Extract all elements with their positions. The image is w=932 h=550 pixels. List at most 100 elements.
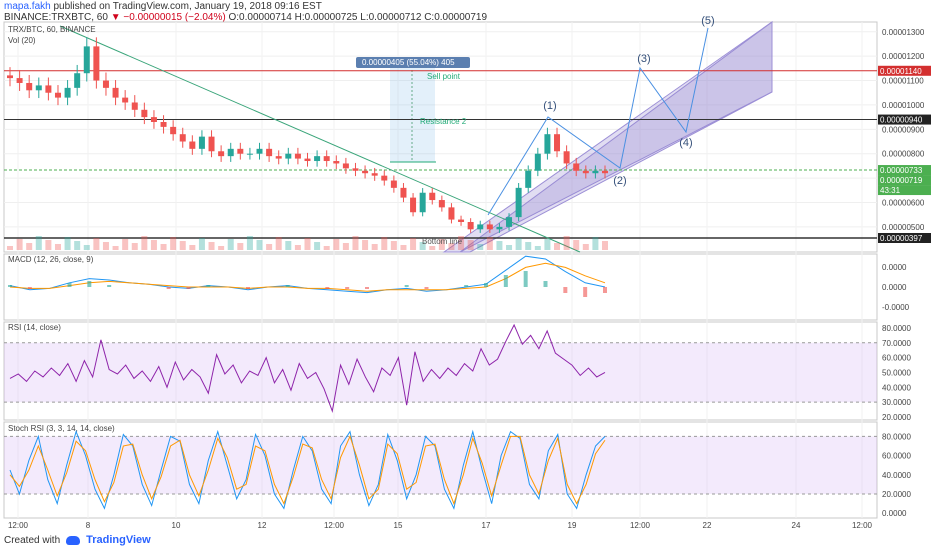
stoch-tick-label: 0.0000 — [882, 509, 907, 518]
candle-body — [74, 73, 81, 88]
candle-body — [150, 117, 157, 122]
volume-bar — [35, 236, 42, 250]
macd-histogram-bar — [345, 287, 350, 289]
volume-bar — [506, 245, 513, 250]
macd-histogram-bar — [8, 285, 12, 287]
candle-body — [602, 170, 608, 174]
price-tick-label: 0.00001200 — [882, 52, 925, 61]
volume-bar — [486, 237, 493, 250]
macd-histogram-bar — [365, 287, 369, 289]
candle-body — [410, 197, 417, 213]
volume-bar — [256, 240, 263, 250]
price-label-bg — [878, 233, 931, 243]
candle-body — [448, 207, 455, 220]
candle-body — [112, 87, 119, 98]
volume-bar — [7, 246, 13, 250]
volume-bar — [314, 242, 321, 250]
volume-bar — [323, 246, 330, 250]
candle-body — [477, 224, 484, 230]
candle-body — [45, 85, 52, 93]
candle-body — [390, 180, 397, 188]
tradingview-logo-icon — [66, 535, 81, 545]
volume-bar — [554, 243, 561, 250]
stoch-title: Stoch RSI (3, 3, 14, 14, close) — [8, 424, 115, 433]
macd-histogram-bar — [603, 287, 607, 293]
volume-bar — [496, 241, 503, 250]
macd-histogram-bar — [424, 287, 429, 289]
price-label: 0.00001140 — [880, 67, 922, 76]
volume-bar — [534, 246, 541, 250]
wave-label: (5) — [701, 15, 714, 27]
volume-bar — [592, 237, 599, 250]
macd-histogram-bar — [523, 271, 528, 287]
author-link[interactable]: mapa.fakh — [4, 1, 51, 12]
price-label-bg — [878, 65, 931, 76]
candle-body — [64, 87, 71, 98]
volume-bar — [525, 242, 532, 250]
candle-body — [314, 156, 321, 162]
candle-body — [266, 148, 273, 157]
price-tick-label: 0.00000800 — [882, 150, 925, 159]
candle-body — [525, 170, 532, 188]
volume-bar — [410, 238, 417, 250]
bottom-line-label: Bottom line — [422, 237, 463, 246]
macd-histogram-bar — [186, 287, 191, 289]
sell-point-label: Sell point — [427, 72, 461, 81]
candle-body — [294, 153, 301, 159]
volume-bar — [45, 240, 52, 250]
time-tick-label: 24 — [792, 521, 801, 530]
macd-histogram-bar — [503, 275, 508, 287]
candle-body — [592, 170, 599, 174]
volume-bar — [582, 244, 589, 250]
price-tick-label: 0.00000600 — [882, 198, 925, 207]
candle-body — [323, 156, 330, 162]
volume-bar — [54, 244, 61, 250]
volume-bar — [122, 239, 129, 250]
price-tick-label: 0.00001000 — [882, 101, 925, 110]
time-tick-label: 12:00 — [852, 521, 873, 530]
measure-label: 0.00000405 (55.04%) 405 — [362, 58, 455, 67]
candle-body — [198, 136, 205, 149]
rsi-tick-label: 80.0000 — [882, 324, 911, 333]
change-value: −0.00000015 (−2.04%) — [123, 12, 226, 23]
time-tick-label: 12:00 — [630, 521, 651, 530]
macd-title: MACD (12, 26, close, 9) — [8, 255, 94, 264]
candle-body — [141, 109, 148, 118]
time-tick-label: 15 — [394, 521, 403, 530]
candle-body — [93, 46, 100, 81]
candle-body — [208, 136, 215, 152]
price-label-bg — [878, 185, 931, 196]
volume-bar — [64, 237, 71, 250]
macd-histogram-bar — [404, 285, 409, 287]
volume-bar — [246, 236, 253, 250]
stoch-tick-label: 60.0000 — [882, 452, 911, 461]
candle-body — [554, 134, 561, 152]
tradingview-brand[interactable]: TradingView — [86, 534, 151, 546]
stoch-tick-label: 20.0000 — [882, 490, 911, 499]
candle-body — [26, 82, 33, 91]
candle-body — [122, 97, 129, 103]
volume-bar — [160, 244, 167, 250]
candle-body — [218, 151, 225, 157]
time-tick-label: 12:00 — [8, 521, 29, 530]
candle-body — [333, 161, 340, 164]
volume-bar — [438, 239, 445, 250]
candle-body — [419, 192, 426, 213]
candle-body — [381, 175, 388, 181]
candle-body — [342, 163, 349, 169]
candle-body — [54, 92, 61, 98]
macd-histogram-bar — [67, 283, 72, 287]
publish-text: published on TradingView.com, January 19… — [53, 1, 322, 12]
candle-body — [352, 168, 359, 171]
volume-bar — [275, 237, 282, 250]
rsi-line — [9, 323, 606, 413]
pane-border-macd — [3, 253, 878, 321]
price-label: 0.00000397 — [880, 234, 923, 243]
volume-bar — [266, 244, 273, 250]
rsi-tick-label: 60.0000 — [882, 354, 911, 363]
wave-label: (3) — [637, 53, 650, 65]
wave-label: (2) — [613, 175, 626, 187]
volume-bar — [602, 241, 608, 250]
time-tick-label: 17 — [482, 521, 491, 530]
ascending-channel — [442, 21, 773, 253]
